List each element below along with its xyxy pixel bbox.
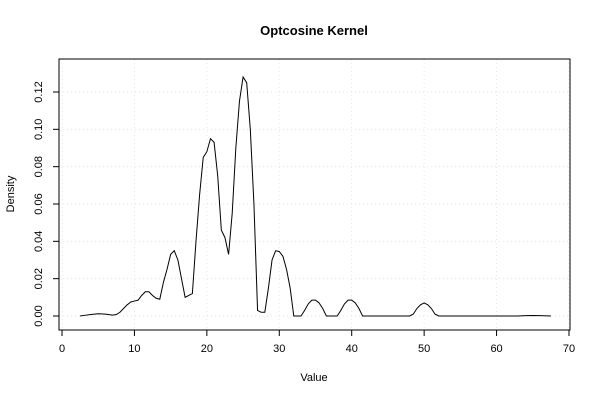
- x-tick-label: 70: [563, 343, 575, 355]
- y-axis: 0.00 0.02 0.04 0.06 0.08 0.10 0.12: [33, 81, 59, 327]
- x-axis: 0 10 20 30 40 50 60 70: [59, 330, 575, 355]
- y-tick-label: 0.06: [33, 193, 45, 214]
- y-tick-label: 0.00: [33, 305, 45, 326]
- y-tick-label: 0.04: [33, 231, 45, 252]
- density-curve: [80, 75, 551, 317]
- plot-frame: [58, 58, 571, 331]
- y-tick-label: 0.10: [33, 119, 45, 140]
- y-tick-label: 0.02: [33, 268, 45, 289]
- grid: [59, 59, 570, 330]
- x-tick-label: 0: [59, 343, 65, 355]
- x-tick-label: 30: [273, 343, 285, 355]
- y-tick-label: 0.08: [33, 156, 45, 177]
- x-tick-label: 10: [128, 343, 140, 355]
- x-axis-label: Value: [300, 372, 327, 384]
- chart-title: Optcosine Kernel: [260, 23, 368, 38]
- x-tick-label: 60: [490, 343, 502, 355]
- x-tick-label: 50: [418, 343, 430, 355]
- x-tick-label: 40: [346, 343, 358, 355]
- y-tick-label: 0.12: [33, 81, 45, 102]
- y-axis-label: Density: [5, 175, 17, 212]
- x-tick-label: 20: [201, 343, 213, 355]
